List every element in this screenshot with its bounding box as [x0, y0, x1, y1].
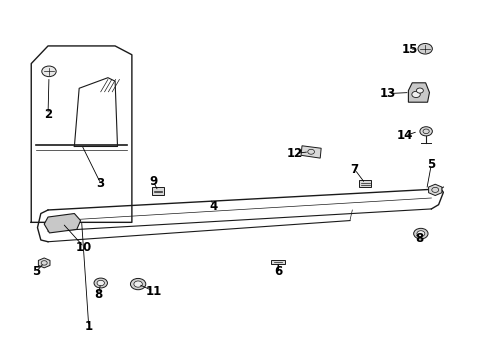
- Text: 14: 14: [396, 129, 412, 143]
- Circle shape: [94, 278, 107, 288]
- Bar: [270, 260, 285, 264]
- Polygon shape: [38, 258, 50, 268]
- Text: 8: 8: [414, 232, 423, 245]
- Circle shape: [413, 228, 427, 239]
- Text: 8: 8: [94, 288, 102, 301]
- Bar: [152, 188, 164, 195]
- Text: 10: 10: [76, 240, 92, 253]
- Polygon shape: [427, 184, 441, 195]
- Text: 11: 11: [145, 285, 161, 298]
- Circle shape: [411, 91, 419, 98]
- Text: 3: 3: [97, 177, 104, 190]
- Text: 15: 15: [401, 43, 417, 56]
- Circle shape: [416, 231, 424, 237]
- Polygon shape: [44, 213, 81, 233]
- Bar: [358, 180, 371, 188]
- Text: 9: 9: [149, 175, 157, 188]
- Circle shape: [97, 280, 104, 286]
- Circle shape: [416, 88, 423, 93]
- Circle shape: [134, 281, 142, 287]
- Text: 5: 5: [32, 265, 40, 278]
- Text: 5: 5: [427, 158, 435, 171]
- Circle shape: [130, 278, 145, 290]
- Circle shape: [419, 127, 431, 136]
- Text: 13: 13: [379, 87, 396, 100]
- Text: 4: 4: [209, 200, 217, 213]
- Circle shape: [41, 66, 56, 77]
- Polygon shape: [407, 83, 428, 102]
- Circle shape: [417, 44, 431, 54]
- Text: 1: 1: [84, 320, 93, 333]
- Text: 12: 12: [286, 147, 303, 160]
- Polygon shape: [301, 146, 321, 158]
- Text: 2: 2: [44, 108, 52, 121]
- Text: 6: 6: [273, 265, 282, 278]
- Text: 7: 7: [350, 163, 358, 176]
